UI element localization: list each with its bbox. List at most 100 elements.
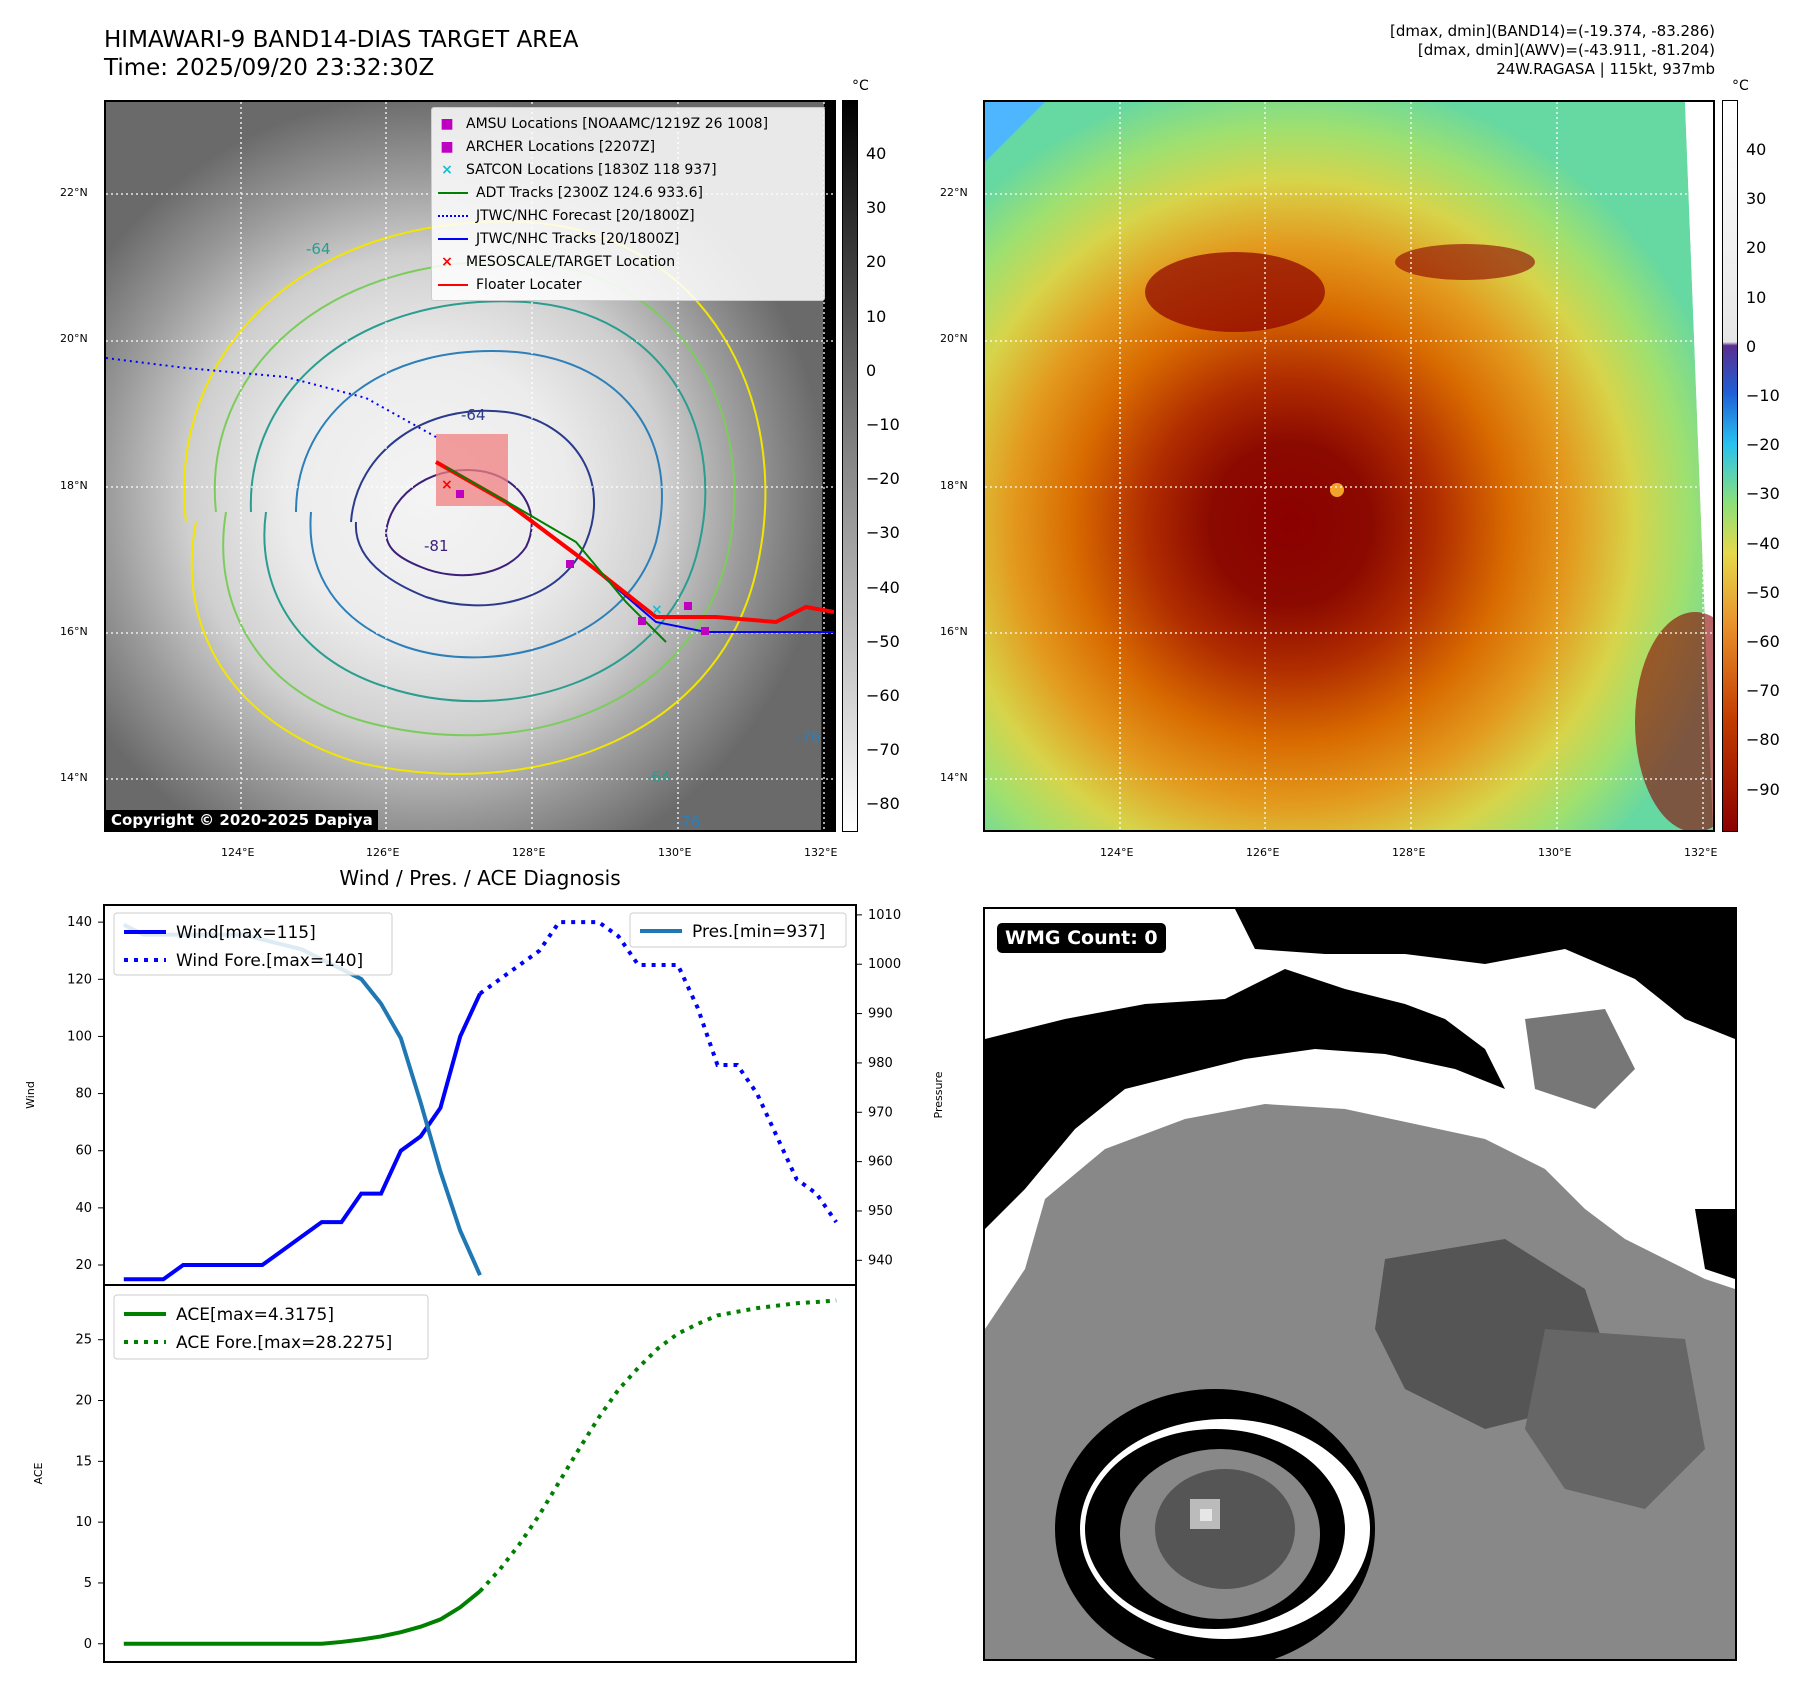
pressure-axis-label: Pressure xyxy=(932,1071,945,1118)
lon-label: 128°E xyxy=(512,846,546,859)
colorbar-tick-label: −50 xyxy=(866,631,900,651)
contour-label: -76 xyxy=(676,813,701,830)
colorbar-tick-label: −60 xyxy=(1746,632,1780,651)
colorbar-tick-label: −10 xyxy=(866,415,900,434)
wind-tick-label: 100 xyxy=(67,1029,92,1044)
legend-item-jtwc-forecast: JTWC/NHC Forecast [20/1800Z] xyxy=(438,204,818,227)
lat-label: 14°N xyxy=(940,771,968,784)
colorbar-tick-label: 0 xyxy=(866,360,877,380)
colorbar-tick-label: 0 xyxy=(1746,336,1757,356)
legend-item-satcon: × SATCON Locations [1830Z 118 937] xyxy=(441,161,717,178)
satcon-x-marker: × xyxy=(651,602,663,618)
storm-info: [dmax, dmin](BAND14)=(-19.374, -83.286) … xyxy=(1390,22,1715,79)
colorbar-tick-label: −80 xyxy=(866,794,900,814)
jtwc-forecast-line xyxy=(106,357,437,438)
legend-label: Wind Fore.[max=140] xyxy=(176,951,363,971)
lon-label: 128°E xyxy=(1392,846,1426,859)
title-line-1: HIMAWARI-9 BAND14-DIAS TARGET AREA xyxy=(104,27,579,53)
colorbar-tick-label: 20 xyxy=(866,252,887,272)
lat-label: 18°N xyxy=(60,479,88,492)
ace-tick-label: 25 xyxy=(75,1333,92,1348)
contour-label: -64 xyxy=(306,240,331,258)
colorbar-tick-label: 10 xyxy=(866,306,887,326)
colorbar-tick-label: −10 xyxy=(1746,386,1780,405)
pressure-tick-label: 980 xyxy=(868,1056,893,1071)
amsu-marker xyxy=(701,627,709,635)
colorbar-tick-label: 30 xyxy=(1746,189,1767,209)
colorbar-color xyxy=(1722,100,1738,832)
colorbar-tick-label: −30 xyxy=(866,523,900,543)
wind-tick-label: 40 xyxy=(75,1201,92,1216)
colorbar-tick-label: 10 xyxy=(1746,287,1767,307)
ace-tick-label: 10 xyxy=(75,1515,92,1530)
wind-tick-label: 60 xyxy=(75,1144,92,1159)
pressure-legend-box xyxy=(629,912,847,948)
amsu-marker xyxy=(684,602,692,610)
wind-line xyxy=(123,992,482,1282)
wind-tick-label: 140 xyxy=(67,915,92,930)
diagnosis-title: Wind / Pres. / ACE Diagnosis xyxy=(339,866,621,890)
lon-label: 132°E xyxy=(1684,846,1718,859)
wind-tick-label: 20 xyxy=(75,1258,92,1273)
storm-summary: 24W.RAGASA | 115kt, 937mb xyxy=(1496,60,1715,78)
pressure-tick-label: 960 xyxy=(868,1155,893,1170)
colorbar-tick-label: 40 xyxy=(866,144,887,163)
wind-forecast-line xyxy=(478,920,838,1224)
wind-tick-label: 80 xyxy=(75,1087,92,1102)
colorbar-gray-unit: °C xyxy=(852,78,869,94)
contour-label: -76 xyxy=(796,728,821,746)
colorbar-color-unit: °C xyxy=(1732,78,1749,94)
lat-label: 20°N xyxy=(60,332,88,345)
ace-tick-label: 20 xyxy=(75,1394,92,1409)
colorbar-tick-label: 40 xyxy=(1746,140,1767,159)
pressure-tick-label: 950 xyxy=(868,1204,893,1219)
title-line-2: Time: 2025/09/20 23:32:30Z xyxy=(104,55,435,81)
archer-marker xyxy=(456,490,464,498)
ace-axis-label: ACE xyxy=(32,1462,45,1484)
legend-item-adt: ADT Tracks [2300Z 124.6 933.6] xyxy=(438,181,818,204)
lon-label: 124°E xyxy=(221,846,255,859)
lat-label: 20°N xyxy=(940,332,968,345)
lon-label: 126°E xyxy=(366,846,400,859)
legend-item-amsu: ■ AMSU Locations [NOAAMC/1219Z 26 1008] xyxy=(440,115,769,132)
map-legend: ■ AMSU Locations [NOAAMC/1219Z 26 1008] ■… xyxy=(431,107,825,301)
lon-label: 126°E xyxy=(1246,846,1280,859)
pressure-tick-label: 1000 xyxy=(868,957,901,972)
ace-tick-label: 15 xyxy=(75,1454,92,1469)
contour-label: -81 xyxy=(424,537,449,555)
wmg-count-badge: WMG Count: 0 xyxy=(997,923,1166,953)
colorbar-tick-label: −20 xyxy=(1746,435,1780,455)
lon-label: 130°E xyxy=(658,846,692,859)
lat-label: 16°N xyxy=(940,625,968,638)
legend-label: Wind[max=115] xyxy=(176,923,316,943)
pressure-tick-label: 970 xyxy=(868,1105,893,1120)
colorbar-tick-label: −90 xyxy=(1746,779,1780,799)
figure-title: HIMAWARI-9 BAND14-DIAS TARGET AREA Time:… xyxy=(104,26,578,82)
colorbar-tick-label: 30 xyxy=(866,198,887,218)
legend-label: Pres.[min=937] xyxy=(692,922,825,942)
copyright-label: Copyright © 2020-2025 Dapiya xyxy=(106,810,378,830)
colorbar-tick-label: −50 xyxy=(1746,582,1780,602)
lon-label: 132°E xyxy=(804,846,838,859)
wind-legend-box xyxy=(113,912,393,976)
archer-marker xyxy=(566,560,574,568)
ir-gray-map: -64 -64 -81 -76 -76 -64 xyxy=(104,100,836,832)
legend-item-target: × MESOSCALE/TARGET Location xyxy=(441,253,676,270)
colorbar-tick-label: −80 xyxy=(1746,730,1780,750)
legend-item-archer: ■ ARCHER Locations [2207Z] xyxy=(440,138,656,155)
adt-track-line xyxy=(445,466,667,643)
colorbar-tick-label: −40 xyxy=(1746,533,1780,553)
storm-eye xyxy=(1330,483,1344,497)
colorbar-tick-label: −60 xyxy=(866,686,900,705)
colorbar-tick-label: −20 xyxy=(866,469,900,489)
contour-label: -64 xyxy=(646,768,671,786)
lon-label: 124°E xyxy=(1100,846,1134,859)
ir-color-map-svg xyxy=(985,102,1713,830)
pressure-line xyxy=(122,922,482,1276)
awv-range: [dmax, dmin](AWV)=(-43.911, -81.204) xyxy=(1417,41,1715,59)
legend-item-jtwc-tracks: JTWC/NHC Tracks [20/1800Z] xyxy=(438,227,818,250)
colorbar-tick-label: −70 xyxy=(1746,681,1780,701)
colorbar-gray xyxy=(842,100,858,832)
colorbar-tick-label: −40 xyxy=(866,577,900,597)
floater-track-line xyxy=(435,460,834,625)
